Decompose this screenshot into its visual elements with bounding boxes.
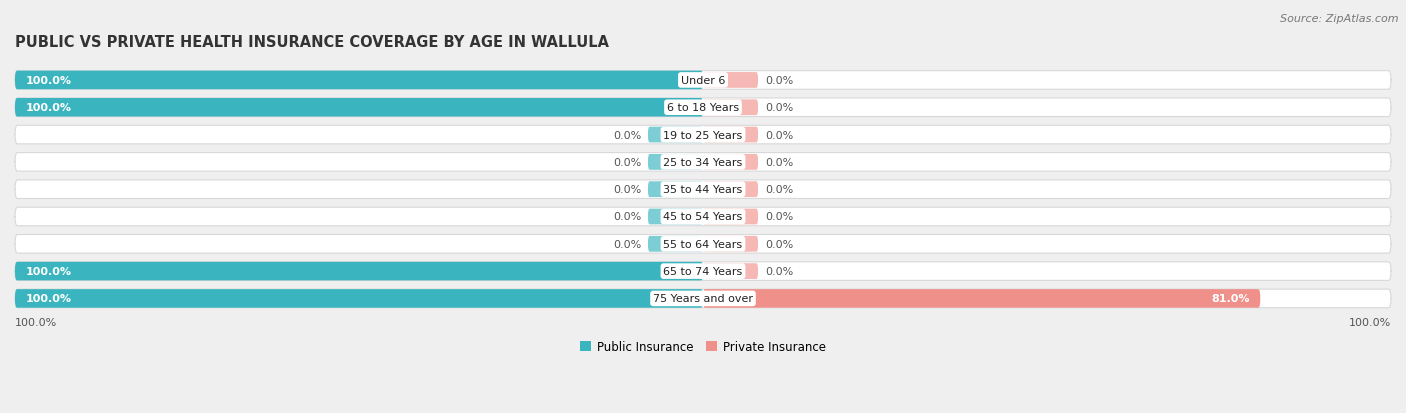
Text: 65 to 74 Years: 65 to 74 Years <box>664 266 742 276</box>
FancyBboxPatch shape <box>15 235 1391 254</box>
Text: 75 Years and over: 75 Years and over <box>652 294 754 304</box>
Text: 81.0%: 81.0% <box>1212 294 1250 304</box>
FancyBboxPatch shape <box>15 180 1391 199</box>
Text: 0.0%: 0.0% <box>613 157 641 167</box>
Text: 0.0%: 0.0% <box>613 239 641 249</box>
FancyBboxPatch shape <box>15 71 703 90</box>
Text: 100.0%: 100.0% <box>15 317 58 327</box>
Text: 0.0%: 0.0% <box>765 212 793 222</box>
Text: 35 to 44 Years: 35 to 44 Years <box>664 185 742 195</box>
FancyBboxPatch shape <box>703 209 758 225</box>
Text: PUBLIC VS PRIVATE HEALTH INSURANCE COVERAGE BY AGE IN WALLULA: PUBLIC VS PRIVATE HEALTH INSURANCE COVER… <box>15 34 609 50</box>
Text: 0.0%: 0.0% <box>765 157 793 167</box>
FancyBboxPatch shape <box>703 100 758 116</box>
FancyBboxPatch shape <box>15 208 1391 226</box>
FancyBboxPatch shape <box>703 263 758 279</box>
FancyBboxPatch shape <box>15 126 1391 145</box>
Text: 0.0%: 0.0% <box>765 266 793 276</box>
FancyBboxPatch shape <box>15 99 703 117</box>
FancyBboxPatch shape <box>648 154 703 170</box>
Text: 100.0%: 100.0% <box>25 103 72 113</box>
Text: Source: ZipAtlas.com: Source: ZipAtlas.com <box>1281 14 1399 24</box>
FancyBboxPatch shape <box>15 71 1391 90</box>
FancyBboxPatch shape <box>703 236 758 252</box>
FancyBboxPatch shape <box>703 73 758 89</box>
FancyBboxPatch shape <box>15 290 703 308</box>
Text: 19 to 25 Years: 19 to 25 Years <box>664 130 742 140</box>
FancyBboxPatch shape <box>15 153 1391 172</box>
FancyBboxPatch shape <box>15 99 1391 117</box>
FancyBboxPatch shape <box>703 182 758 197</box>
Text: 100.0%: 100.0% <box>25 266 72 276</box>
FancyBboxPatch shape <box>648 182 703 197</box>
Text: 100.0%: 100.0% <box>25 294 72 304</box>
Text: 100.0%: 100.0% <box>25 76 72 86</box>
Text: 6 to 18 Years: 6 to 18 Years <box>666 103 740 113</box>
FancyBboxPatch shape <box>703 154 758 170</box>
FancyBboxPatch shape <box>648 209 703 225</box>
Text: 0.0%: 0.0% <box>765 239 793 249</box>
FancyBboxPatch shape <box>648 236 703 252</box>
FancyBboxPatch shape <box>703 290 1260 308</box>
Text: Under 6: Under 6 <box>681 76 725 86</box>
FancyBboxPatch shape <box>648 127 703 143</box>
Text: 0.0%: 0.0% <box>765 76 793 86</box>
Text: 25 to 34 Years: 25 to 34 Years <box>664 157 742 167</box>
Text: 55 to 64 Years: 55 to 64 Years <box>664 239 742 249</box>
Text: 100.0%: 100.0% <box>1348 317 1391 327</box>
Text: 0.0%: 0.0% <box>613 130 641 140</box>
FancyBboxPatch shape <box>15 290 1391 308</box>
Legend: Public Insurance, Private Insurance: Public Insurance, Private Insurance <box>575 336 831 358</box>
Text: 45 to 54 Years: 45 to 54 Years <box>664 212 742 222</box>
Text: 0.0%: 0.0% <box>765 130 793 140</box>
Text: 0.0%: 0.0% <box>613 212 641 222</box>
Text: 0.0%: 0.0% <box>765 103 793 113</box>
FancyBboxPatch shape <box>703 127 758 143</box>
Text: 0.0%: 0.0% <box>765 185 793 195</box>
FancyBboxPatch shape <box>15 262 703 281</box>
Text: 0.0%: 0.0% <box>613 185 641 195</box>
FancyBboxPatch shape <box>15 262 1391 281</box>
